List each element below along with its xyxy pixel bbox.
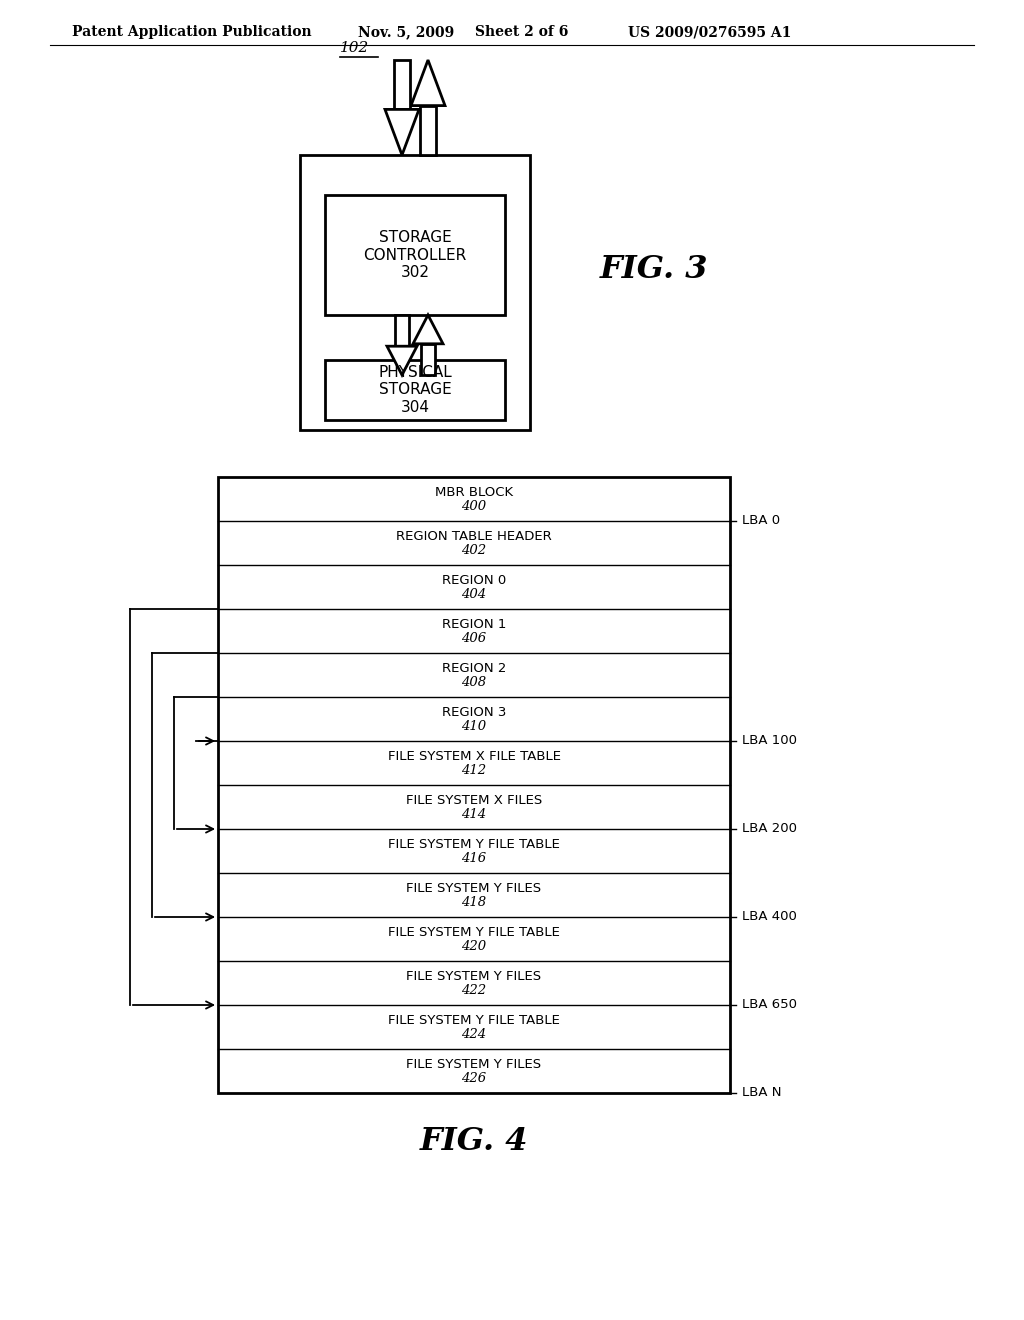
Text: STORAGE
CONTROLLER
302: STORAGE CONTROLLER 302 — [364, 230, 467, 280]
Text: MBR BLOCK: MBR BLOCK — [435, 487, 513, 499]
Text: REGION TABLE HEADER: REGION TABLE HEADER — [396, 531, 552, 544]
Text: REGION 1: REGION 1 — [441, 619, 506, 631]
Text: 410: 410 — [462, 721, 486, 734]
Text: Sheet 2 of 6: Sheet 2 of 6 — [475, 25, 568, 40]
Polygon shape — [421, 343, 435, 375]
Bar — [300, 154, 530, 430]
Bar — [325, 360, 505, 420]
Text: REGION 0: REGION 0 — [442, 574, 506, 587]
Polygon shape — [385, 110, 419, 154]
Text: 418: 418 — [462, 896, 486, 909]
Text: LBA N: LBA N — [742, 1086, 781, 1100]
Text: 416: 416 — [462, 853, 486, 866]
Text: REGION 3: REGION 3 — [441, 706, 506, 719]
Text: LBA 650: LBA 650 — [742, 998, 797, 1011]
Text: FILE SYSTEM Y FILE TABLE: FILE SYSTEM Y FILE TABLE — [388, 838, 560, 851]
Text: 424: 424 — [462, 1028, 486, 1041]
Text: FIG. 4: FIG. 4 — [420, 1126, 528, 1156]
Text: 406: 406 — [462, 632, 486, 645]
Polygon shape — [387, 346, 417, 375]
Text: 414: 414 — [462, 808, 486, 821]
Text: FILE SYSTEM Y FILES: FILE SYSTEM Y FILES — [407, 1059, 542, 1072]
Polygon shape — [394, 59, 410, 110]
Text: LBA 400: LBA 400 — [742, 911, 797, 924]
Text: 404: 404 — [462, 589, 486, 602]
Text: FILE SYSTEM Y FILES: FILE SYSTEM Y FILES — [407, 883, 542, 895]
Polygon shape — [420, 106, 436, 154]
Text: Patent Application Publication: Patent Application Publication — [72, 25, 311, 40]
Text: FILE SYSTEM Y FILE TABLE: FILE SYSTEM Y FILE TABLE — [388, 927, 560, 940]
Text: Nov. 5, 2009: Nov. 5, 2009 — [358, 25, 455, 40]
Text: REGION 2: REGION 2 — [441, 663, 506, 676]
Text: LBA 200: LBA 200 — [742, 822, 797, 836]
Text: PHYSICAL
STORAGE
304: PHYSICAL STORAGE 304 — [378, 366, 452, 414]
Text: 400: 400 — [462, 500, 486, 513]
Text: 412: 412 — [462, 764, 486, 777]
Polygon shape — [413, 315, 443, 343]
Text: FILE SYSTEM X FILES: FILE SYSTEM X FILES — [406, 795, 542, 808]
Text: FIG. 3: FIG. 3 — [600, 255, 709, 285]
Text: 402: 402 — [462, 544, 486, 557]
Text: 422: 422 — [462, 985, 486, 998]
Text: US 2009/0276595 A1: US 2009/0276595 A1 — [628, 25, 792, 40]
Text: 408: 408 — [462, 676, 486, 689]
Text: FILE SYSTEM Y FILES: FILE SYSTEM Y FILES — [407, 970, 542, 983]
Text: FILE SYSTEM X FILE TABLE: FILE SYSTEM X FILE TABLE — [387, 751, 560, 763]
Polygon shape — [395, 315, 409, 346]
Polygon shape — [411, 59, 445, 106]
Bar — [325, 195, 505, 315]
Text: 426: 426 — [462, 1072, 486, 1085]
Bar — [218, 477, 730, 1093]
Text: 102: 102 — [340, 41, 370, 55]
Text: LBA 100: LBA 100 — [742, 734, 797, 747]
Text: FILE SYSTEM Y FILE TABLE: FILE SYSTEM Y FILE TABLE — [388, 1015, 560, 1027]
Text: 420: 420 — [462, 940, 486, 953]
Text: LBA 0: LBA 0 — [742, 515, 780, 528]
